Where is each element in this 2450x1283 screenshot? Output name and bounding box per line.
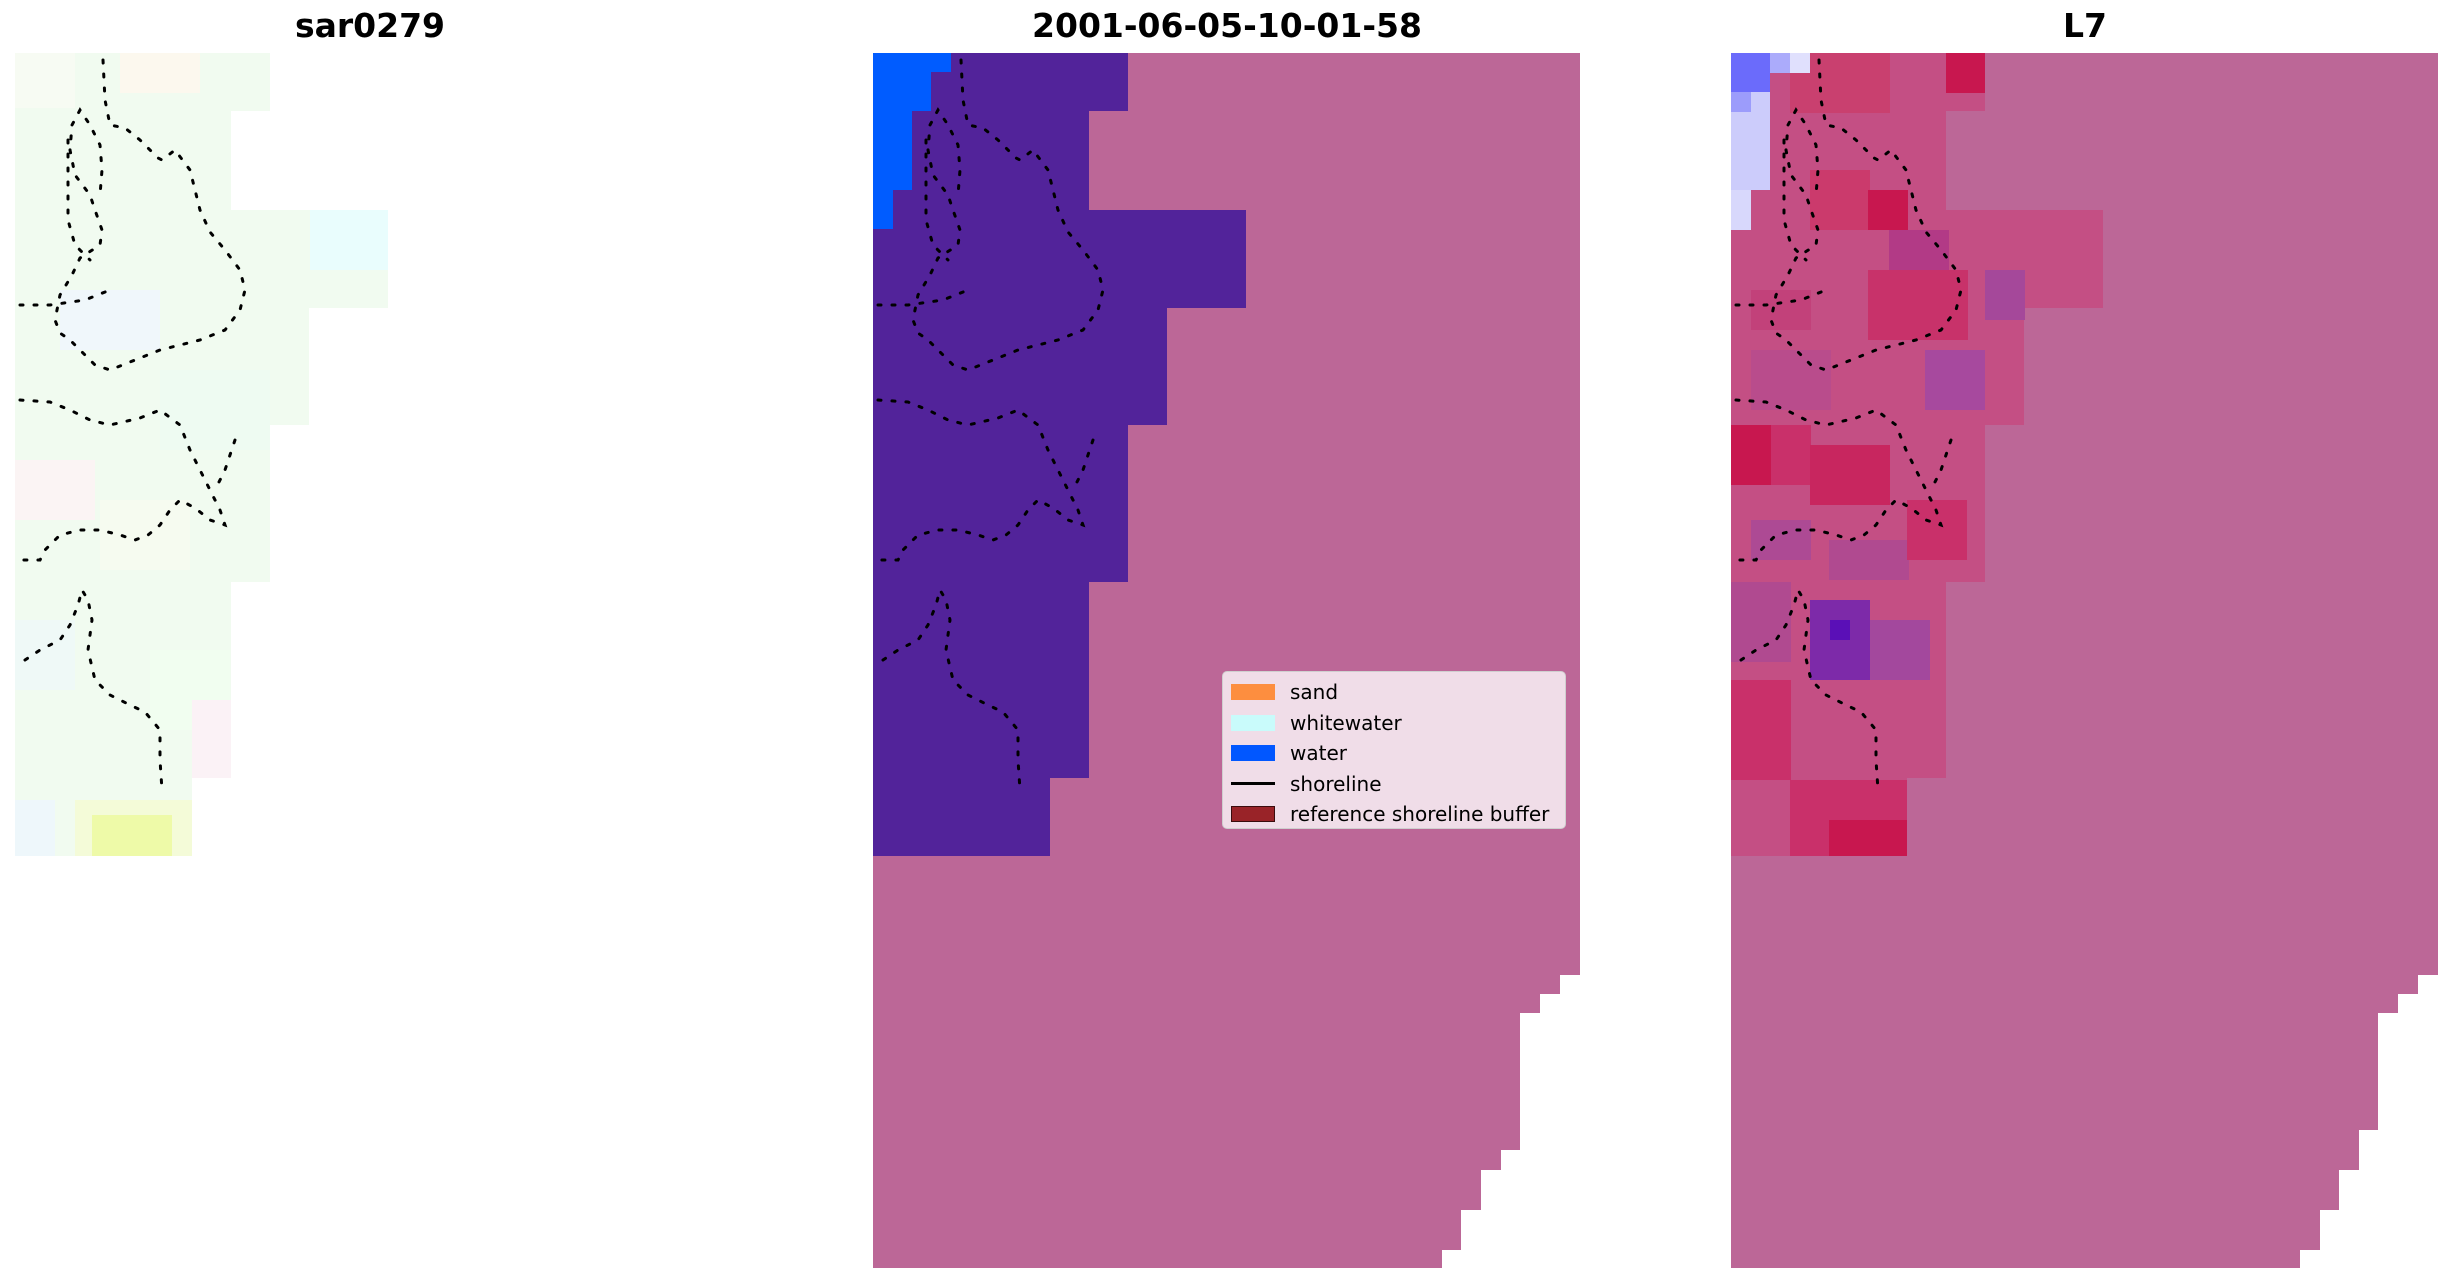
index-red-patch — [1946, 53, 1985, 93]
index-red-patch — [1810, 445, 1890, 505]
index-blue-pixel — [1751, 92, 1770, 112]
index-red-patch — [1868, 270, 1968, 340]
panel-title-classified: 2001-06-05-10-01-58 — [1032, 6, 1422, 45]
rgb-image-footprint — [15, 53, 388, 856]
index-purple-patch — [1889, 230, 1949, 270]
classified-image-panel — [873, 53, 1580, 1268]
index-red-patch — [1731, 680, 1791, 780]
index-image-panel — [1731, 53, 2438, 1268]
index-purple-patch — [1985, 270, 2025, 320]
classified-water-area — [873, 53, 1246, 856]
legend-label: water — [1290, 741, 1347, 766]
index-purple-patch — [1751, 520, 1811, 560]
rgb-tile — [192, 700, 231, 778]
legend-swatch — [1231, 745, 1275, 762]
legend-label: reference shoreline buffer — [1290, 802, 1550, 827]
index-deep-purple-patch — [1830, 620, 1850, 640]
legend-item-water: water — [1231, 738, 1555, 769]
legend-swatch — [1231, 782, 1275, 786]
index-red-patch — [1771, 425, 1811, 485]
legend: sand whitewater water shoreline reference sh… — [1222, 671, 1566, 829]
index-blue-pixel — [1731, 112, 1770, 190]
index-purple-patch — [1751, 350, 1831, 410]
index-purple-patch — [1870, 620, 1930, 680]
index-red-patch — [1751, 290, 1811, 330]
index-blue-pixel — [1790, 53, 1810, 73]
index-blue-pixel — [1731, 190, 1751, 230]
classified-bright-water — [873, 53, 951, 229]
legend-swatch — [1231, 806, 1275, 823]
index-purple-patch — [1925, 350, 1985, 410]
index-red-patch — [1810, 170, 1870, 230]
rgb-tile — [15, 53, 75, 108]
rgb-tile — [15, 460, 95, 520]
legend-label: whitewater — [1290, 710, 1402, 735]
legend-item-reference-shoreline-buffer: reference shoreline buffer — [1231, 799, 1555, 830]
rgb-tile — [100, 500, 190, 570]
index-red-patch — [1731, 425, 1771, 485]
rgb-tile — [160, 370, 270, 450]
legend-label: shoreline — [1290, 771, 1382, 796]
legend-swatch — [1231, 714, 1275, 731]
rgb-tile — [60, 290, 160, 350]
rgb-tile — [15, 620, 75, 690]
index-blue-pixel — [1770, 53, 1790, 73]
legend-item-sand: sand — [1231, 677, 1555, 708]
rgb-tile — [15, 800, 55, 856]
rgb-sand-patch — [92, 815, 172, 856]
index-blue-pixel — [1731, 92, 1751, 112]
rgb-image-panel — [15, 53, 388, 856]
index-blue-pixel — [1731, 53, 1770, 92]
index-purple-patch — [1731, 582, 1791, 662]
legend-item-whitewater: whitewater — [1231, 708, 1555, 739]
index-purple-patch — [1829, 540, 1909, 580]
panel-title-rgb: sar0279 — [294, 6, 446, 45]
index-red-patch — [1868, 190, 1908, 230]
rgb-tile — [310, 210, 388, 270]
legend-item-shoreline: shoreline — [1231, 769, 1555, 800]
legend-swatch — [1231, 684, 1275, 701]
index-red-patch — [1829, 820, 1907, 856]
legend-label: sand — [1290, 680, 1339, 705]
rgb-tile — [120, 53, 200, 93]
panel-title-index: L7 — [2063, 6, 2107, 45]
